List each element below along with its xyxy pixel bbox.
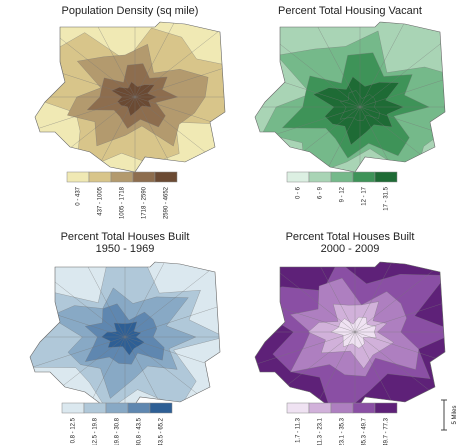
legend-swatch	[110, 171, 134, 183]
legend-swatch	[154, 171, 178, 183]
legend-label: 23.1 - 35.3	[340, 417, 346, 445]
legend-label: 49.7 - 77.3	[384, 417, 390, 445]
legend-swatch	[88, 171, 112, 183]
legend-swatch	[127, 402, 151, 414]
choropleth	[35, 22, 225, 172]
legend-swatch	[352, 402, 376, 414]
legend-swatch	[374, 171, 398, 183]
legend-label: 0 - 437	[76, 186, 82, 205]
scale-bar: 5 Miles	[441, 399, 458, 431]
legend-swatch	[286, 171, 310, 183]
legend-label: 12.5 - 19.8	[93, 417, 99, 445]
map-panel: Population Density (sq mile) 0 - 437 437 -…	[34, 5, 226, 219]
legend-label: 1.7 - 11.3	[296, 417, 302, 443]
legend-swatch	[132, 171, 156, 183]
legend-swatch	[308, 402, 332, 414]
legend-label: 2590 - 4652	[164, 186, 170, 219]
legend-swatch	[61, 402, 85, 414]
legend-label: 1718 - 2590	[142, 186, 148, 219]
legend-label: 35.3 - 49.7	[362, 417, 368, 445]
choropleth	[255, 262, 445, 412]
map-title: Population Density (sq mile)	[62, 5, 199, 17]
legend-swatch	[374, 402, 398, 414]
map-title: Percent Total Houses Built	[61, 231, 190, 243]
map-title: 1950 - 1969	[96, 243, 155, 255]
legend-label: 9 - 12	[340, 186, 346, 202]
map-title: Percent Total Housing Vacant	[278, 5, 422, 17]
legend-swatch	[330, 402, 354, 414]
legend-label: 1005 - 1718	[120, 186, 126, 219]
legend-swatch	[105, 402, 129, 414]
map-panel: Percent Total Housing Vacant 0 - 6 6 - 9 9 …	[254, 5, 446, 211]
legend-label: 19.8 - 30.8	[115, 417, 121, 445]
map-title: Percent Total Houses Built	[286, 231, 415, 243]
legend-swatch	[83, 402, 107, 414]
legend-label: 6 - 9	[318, 186, 324, 199]
choropleth	[255, 22, 445, 172]
legend-swatch	[308, 171, 332, 183]
map-title: 2000 - 2009	[321, 243, 380, 255]
scale-label: 5 Miles	[452, 405, 458, 424]
legend-swatch	[330, 171, 354, 183]
choropleth	[30, 262, 220, 412]
legend-swatch	[66, 171, 90, 183]
legend-label: 0.8 - 12.5	[71, 417, 77, 443]
legend-label: 30.8 - 43.5	[137, 417, 143, 445]
legend-label: 11.3 - 23.1	[318, 417, 324, 445]
legend-swatch	[286, 402, 310, 414]
legend-label: 12 - 17	[362, 186, 368, 205]
legend-swatch	[352, 171, 376, 183]
legend-label: 437 - 1005	[98, 186, 104, 215]
legend-label: 0 - 6	[296, 186, 302, 199]
legend-label: 17 - 31.5	[384, 186, 390, 210]
legend-swatch	[149, 402, 173, 414]
legend-label: 43.5 - 65.2	[159, 417, 165, 445]
